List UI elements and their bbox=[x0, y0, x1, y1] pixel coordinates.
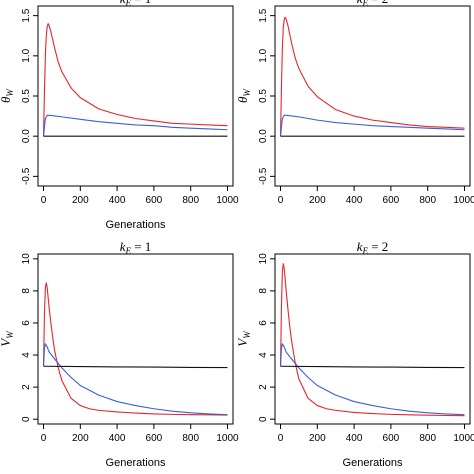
panel-1-y-tick-label-0: -0.5 bbox=[21, 167, 32, 185]
panel-2-y-tick-label-4: 1.5 bbox=[258, 8, 269, 22]
panel-4-x-tick-label-4: 800 bbox=[419, 433, 436, 444]
panel-4-series-red-line bbox=[279, 263, 465, 417]
panel-1-x-tick-label-1: 200 bbox=[72, 195, 89, 206]
panel-2-y-tick-label-0: -0.5 bbox=[258, 167, 269, 185]
panel-1-title: kE = 1 bbox=[120, 0, 152, 8]
panel-1-series-blue-line bbox=[42, 114, 228, 137]
panel-4: 0 200 400 600 800 1000 0 2 4 6 8 10 kE = 2 VW Generati… bbox=[235, 239, 474, 469]
panel-4-plot-frame bbox=[274, 253, 471, 425]
panel-3-x-tick-label-5: 1000 bbox=[216, 433, 239, 444]
panel-2-x-tick-label-2: 400 bbox=[346, 195, 363, 206]
panel-3-series-blue-line bbox=[42, 343, 228, 416]
panel-3-x-tick-label-1: 200 bbox=[72, 433, 89, 444]
panel-4-x-tick-label-5: 1000 bbox=[453, 433, 474, 444]
panel-3-y-tick-label-2: 4 bbox=[21, 352, 32, 358]
panel-3-y-tick-label-0: 0 bbox=[21, 416, 32, 422]
panel-3-y-tick-label-1: 2 bbox=[21, 384, 32, 390]
panel-4-series-black-line bbox=[280, 365, 465, 369]
panel-1-x-tick-label-4: 800 bbox=[182, 195, 199, 206]
panel-2-x-tick-label-5: 1000 bbox=[453, 195, 474, 206]
panel-4-title: kE = 2 bbox=[357, 239, 389, 256]
panel-1-x-tick-label-3: 600 bbox=[146, 195, 163, 206]
panel-3-y-label: VW bbox=[0, 330, 15, 347]
panel-2-y-tick-label-3: 1.0 bbox=[258, 48, 269, 62]
panel-4-y-tick-label-4: 8 bbox=[258, 288, 269, 294]
panel-1-y-tick-label-2: 0.5 bbox=[21, 89, 32, 103]
panel-4-y-tick-label-5: 10 bbox=[258, 253, 269, 265]
panel-3-series-red-line bbox=[42, 282, 228, 416]
panel-2-series-blue-line bbox=[279, 114, 465, 137]
panel-2-x-tick-label-4: 800 bbox=[419, 195, 436, 206]
panel-4-y-tick-label-3: 6 bbox=[258, 320, 269, 326]
panel-3-title: kE = 1 bbox=[120, 239, 152, 256]
panel-3: 0 200 400 600 800 1000 0 2 4 6 8 10 kE = 1 VW Generati… bbox=[0, 239, 239, 469]
panel-1-plot-frame bbox=[37, 5, 234, 187]
panel-4-x-tick-label-1: 200 bbox=[309, 433, 326, 444]
panel-1-y-tick-label-4: 1.5 bbox=[21, 8, 32, 22]
panel-2-x-tick-label-3: 600 bbox=[383, 195, 400, 206]
panel-3-series-black-line bbox=[43, 365, 228, 369]
panel-2-y-tick-label-1: 0.0 bbox=[258, 129, 269, 143]
panel-3-plot-frame bbox=[37, 253, 234, 425]
panel-4-x-label: Generations bbox=[343, 457, 403, 469]
panel-1-x-tick-label-5: 1000 bbox=[216, 195, 239, 206]
panel-1-y-label: θW bbox=[0, 88, 15, 103]
panel-3-x-tick-label-4: 800 bbox=[182, 433, 199, 444]
panel-2: 0 200 400 600 800 1000 -0.5 0.0 0.5 1.0 1.5 kE = 2 θ… bbox=[235, 0, 474, 206]
panel-3-x-tick-label-3: 600 bbox=[146, 433, 163, 444]
panel-2-y-label: θW bbox=[235, 88, 252, 103]
panel-4-x-tick-label-2: 400 bbox=[346, 433, 363, 444]
panel-4-x-tick-label-3: 600 bbox=[383, 433, 400, 444]
panel-1-series-red-line bbox=[42, 23, 228, 137]
panel-3-y-tick-label-5: 10 bbox=[21, 253, 32, 265]
panel-3-x-tick-label-2: 400 bbox=[109, 433, 126, 444]
panel-2-x-tick-label-1: 200 bbox=[309, 195, 326, 206]
panel-2-plot-frame bbox=[274, 5, 471, 187]
panel-4-y-tick-label-2: 4 bbox=[258, 352, 269, 358]
panel-3-x-tick-label-0: 0 bbox=[41, 433, 47, 444]
panel-1-x-tick-label-0: 0 bbox=[41, 195, 47, 206]
panel-4-y-tick-label-0: 0 bbox=[258, 416, 269, 422]
panel-3-y-tick-label-3: 6 bbox=[21, 320, 32, 326]
panel-1-y-tick-label-3: 1.0 bbox=[21, 48, 32, 62]
panel-1-x-label: Generations bbox=[106, 219, 166, 231]
panel-2-x-tick-label-0: 0 bbox=[278, 195, 284, 206]
panel-4-y-tick-label-1: 2 bbox=[258, 384, 269, 390]
panel-3-x-label: Generations bbox=[106, 457, 166, 469]
panel-1-y-tick-label-1: 0.0 bbox=[21, 129, 32, 143]
panel-4-y-label: VW bbox=[235, 330, 252, 347]
panel-1-x-tick-label-2: 400 bbox=[109, 195, 126, 206]
panel-2-title: kE = 2 bbox=[357, 0, 389, 8]
panel-2-series-red-line bbox=[279, 16, 465, 137]
panel-4-x-tick-label-0: 0 bbox=[278, 433, 284, 444]
panel-4-series-blue-line bbox=[279, 343, 465, 416]
panel-1: 0 200 400 600 800 1000 -0.5 0.0 0.5 1.0 1.5 kE = 1 θ… bbox=[0, 0, 239, 231]
panel-3-y-tick-label-4: 8 bbox=[21, 288, 32, 294]
panel-2-y-tick-label-2: 0.5 bbox=[258, 89, 269, 103]
